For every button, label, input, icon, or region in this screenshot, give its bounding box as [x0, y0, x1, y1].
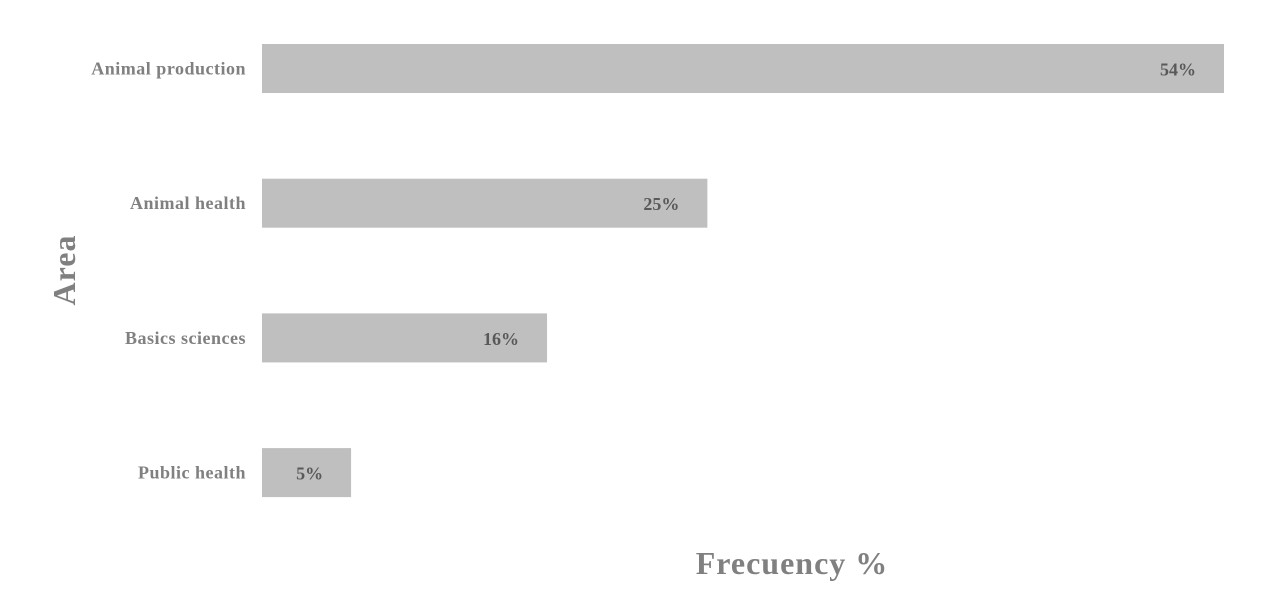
bar-public-health — [262, 448, 352, 498]
y-axis-title: Area — [46, 235, 82, 306]
value-labels-group: 54% 25% 16% 5% — [296, 60, 1196, 484]
category-label-basics-sciences: Basics sciences — [125, 328, 246, 348]
bars-group — [262, 44, 1224, 498]
value-label-basics-sciences: 16% — [483, 329, 519, 349]
x-axis-title: Frecuency % — [696, 545, 889, 581]
category-label-animal-production: Animal production — [91, 59, 246, 79]
bar-animal-production — [262, 44, 1224, 93]
value-label-animal-production: 54% — [1160, 60, 1196, 80]
category-labels-group: Animal production Animal health Basics sci… — [91, 59, 246, 483]
bar-animal-health — [262, 178, 708, 228]
category-label-animal-health: Animal health — [130, 193, 246, 213]
category-label-public-health: Public health — [138, 463, 246, 483]
value-label-public-health: 5% — [296, 464, 323, 484]
value-label-animal-health: 25% — [643, 194, 679, 214]
bar-basics-sciences — [262, 313, 548, 363]
